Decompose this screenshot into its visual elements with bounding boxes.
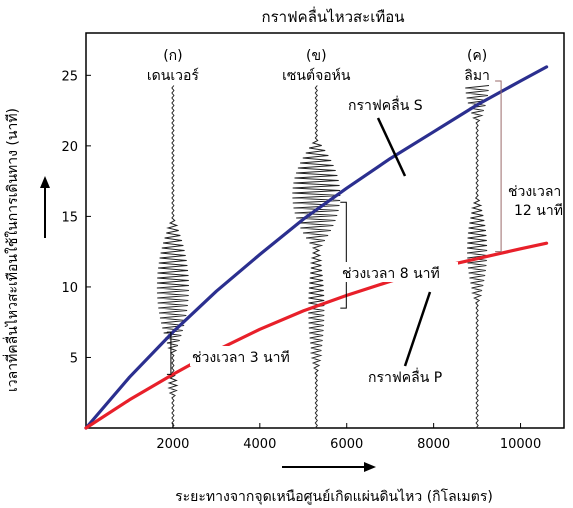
s-wave-label: กราฟคลื่น S: [348, 96, 423, 114]
x-tick-label: 6000: [330, 437, 363, 452]
curve-layer: [84, 65, 549, 430]
x-tick-label: 4000: [243, 437, 276, 452]
annotation-layer: กราฟคลื่น S กราฟคลื่น P ช่วงเวลา 3 นาที ช่ว…: [166, 80, 563, 386]
tick-layer: 2000 4000 6000 8000 10000 5 10 15 20 25: [61, 69, 541, 452]
p-wave-label: กราฟคลื่น P: [368, 368, 442, 386]
chart-title: กราฟคลื่นไหวสะเทือน: [261, 6, 404, 26]
station-name: เซนต์จอห์น: [282, 67, 351, 84]
s-wave-pointer: [376, 117, 407, 177]
y-tick-label: 5: [70, 351, 78, 366]
seismograph-layer: (ก) เดนเวอร์ (ข) เซนต์จอห์น (ค) ลิมา: [147, 48, 490, 429]
x-tick-label: 10000: [500, 437, 541, 452]
interval-bracket-3min: [166, 331, 172, 375]
label-backdrop: [190, 346, 310, 366]
y-tick-label: 10: [61, 281, 78, 296]
plot-frame: [85, 32, 565, 429]
interval-label-12min-line2: 12 นาที: [514, 203, 563, 219]
label-backdrop: [505, 180, 563, 220]
y-tick-label: 15: [61, 210, 78, 225]
interval-label-12min-line1: ช่วงเวลา: [508, 184, 561, 200]
station-name: เดนเวอร์: [147, 67, 200, 84]
seismograph-trace: [292, 85, 341, 429]
p-wave-pointer: [403, 291, 432, 367]
station-letter: (ก): [163, 48, 182, 64]
interval-label-3min: ช่วงเวลา 3 นาที: [192, 350, 290, 366]
interval-bracket-12min: [495, 80, 502, 253]
x-axis-arrow-icon: [282, 462, 376, 472]
series-line-s-wave: [84, 65, 549, 430]
x-axis-label: ระยะทางจากจุดเหนือศูนย์เกิดแผ่นดินไหว (ก…: [175, 488, 493, 505]
station-letter: (ค): [467, 48, 487, 64]
interval-bracket-8min: [340, 201, 347, 309]
station-letter: (ข): [306, 48, 327, 64]
series-line-p-wave: [84, 241, 549, 430]
y-axis-label: เวลาที่คลื่นไหวสะเทือนใช้ในการเดินทาง (น…: [3, 108, 21, 392]
seismograph-trace: [156, 85, 189, 429]
y-tick-label: 25: [61, 69, 78, 84]
y-axis-arrow-icon: [40, 176, 50, 238]
label-backdrop: [338, 262, 458, 282]
x-tick-label: 8000: [417, 437, 450, 452]
interval-label-8min: ช่วงเวลา 8 นาที: [342, 266, 440, 282]
x-tick-label: 2000: [156, 437, 189, 452]
station-name: ลิมา: [464, 68, 490, 84]
seismograph-trace: [465, 85, 490, 429]
y-tick-label: 20: [61, 140, 78, 155]
